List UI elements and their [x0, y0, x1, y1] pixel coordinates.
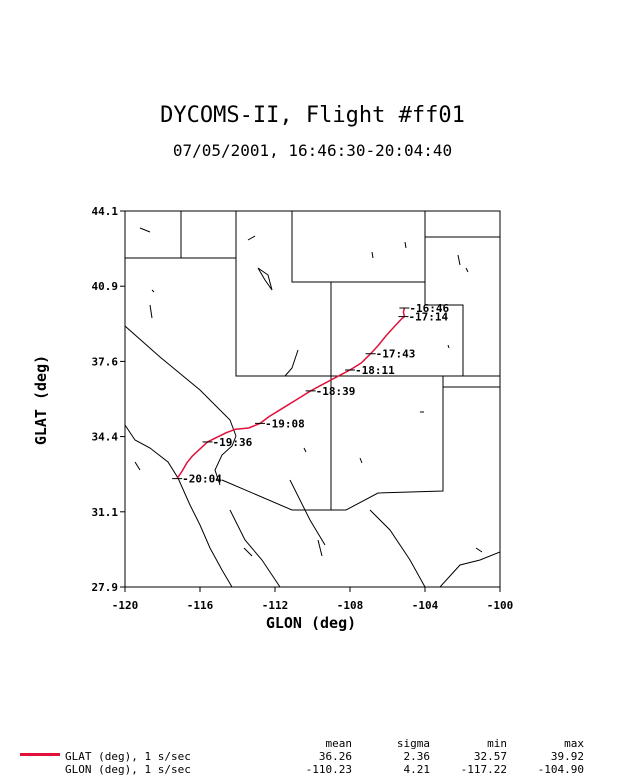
time-label: -19:36	[213, 436, 253, 449]
time-marks: -16:46-17:14 -17:43 -18:11 -18:39 -19:08 -19:…	[172, 302, 449, 486]
y-tick-label: 40.9	[92, 280, 119, 293]
y-axis-label: GLAT (deg)	[32, 355, 50, 445]
stats-header-sigma: sigma	[396, 737, 430, 750]
time-label: -20:04	[182, 473, 222, 486]
stats-cell: 4.21	[403, 763, 431, 776]
time-label: -17:43	[376, 348, 416, 361]
x-tick-label: -108	[337, 599, 364, 612]
legend-line-glat	[20, 753, 60, 756]
coastline	[125, 424, 500, 587]
lakes	[134, 227, 483, 557]
state-borders	[125, 211, 500, 511]
y-tick-label: 44.1	[92, 205, 119, 218]
stats-cell: -117.22	[460, 763, 507, 776]
stats-cell: -110.23	[305, 763, 352, 776]
flight-track	[176, 307, 406, 480]
y-tick-label: 34.4	[92, 431, 119, 444]
y-tick-label: 27.9	[92, 581, 119, 594]
x-tick-label: -112	[262, 599, 289, 612]
chart-title: DYCOMS-II, Flight #ff01	[160, 103, 465, 128]
basemap	[125, 211, 500, 587]
stats-row-label: GLON (deg), 1 s/sec	[65, 763, 191, 776]
stats-cell: 32.57	[473, 750, 507, 763]
time-label: -19:08	[265, 417, 305, 430]
x-tick-label: -104	[412, 599, 439, 612]
x-tick-label: -120	[112, 599, 139, 612]
stats-cell: 2.36	[403, 750, 431, 763]
x-axis-ticks: -120 -116 -112 -108 -104 -100	[112, 587, 514, 612]
time-label: -17:14	[408, 311, 448, 324]
stats-cell: -104.90	[537, 763, 584, 776]
y-axis-ticks: 44.1 40.9 37.6 34.4 31.1 27.9	[92, 205, 125, 594]
stats-header-mean: mean	[325, 737, 353, 750]
stats-header-min: min	[487, 737, 507, 750]
stats-cell: 39.92	[550, 750, 584, 763]
stats-cell: 36.26	[318, 750, 352, 763]
y-tick-label: 37.6	[92, 355, 119, 368]
chart-subtitle: 07/05/2001, 16:46:30-20:04:40	[172, 141, 453, 160]
stats-table: mean sigma min max GLAT (deg), 1 s/sec 3…	[0, 734, 625, 780]
map-plot: -16:46-17:14 -17:43 -18:11 -18:39 -19:08 -19:…	[32, 205, 514, 632]
time-label: -16:46	[409, 302, 449, 315]
time-label: -18:39	[316, 385, 356, 398]
time-label: -18:11	[355, 364, 395, 377]
x-axis-label: GLON (deg)	[266, 614, 356, 632]
stats-row-label: GLAT (deg), 1 s/sec	[65, 750, 191, 763]
stats-header-max: max	[564, 737, 584, 750]
x-tick-label: -116	[187, 599, 214, 612]
plot-frame	[124, 210, 501, 588]
x-tick-label: -100	[487, 599, 514, 612]
y-tick-label: 31.1	[92, 506, 119, 519]
